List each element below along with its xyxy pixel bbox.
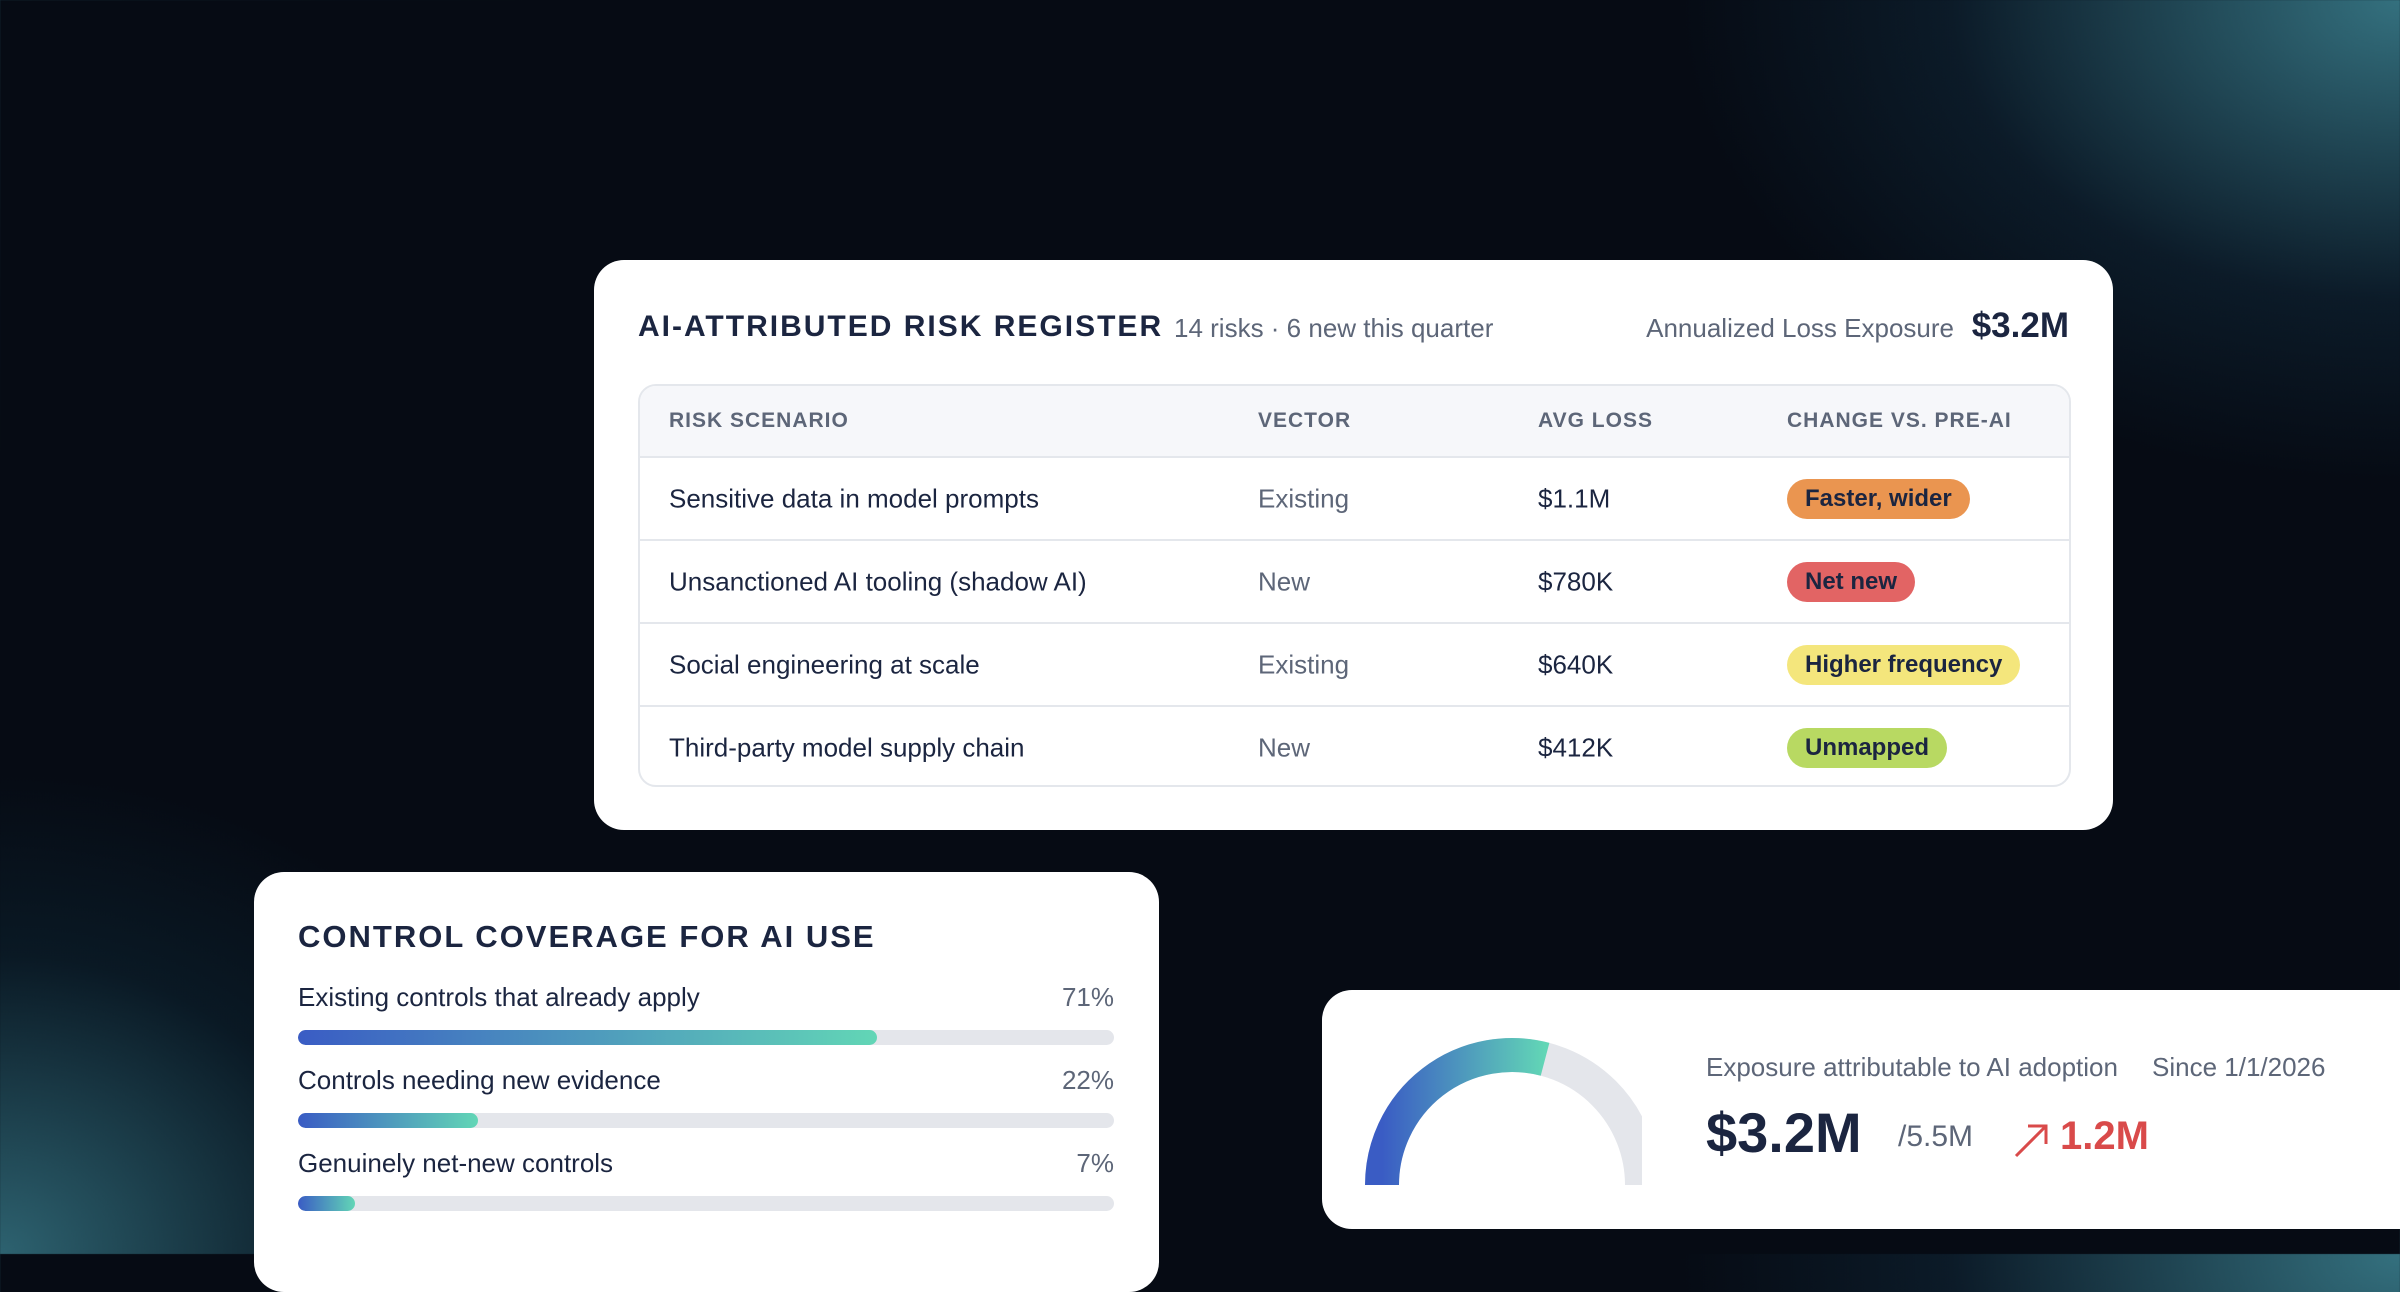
change-badge: Net new [1787, 561, 1916, 602]
vector: Existing [1258, 483, 1350, 513]
bar [298, 1113, 478, 1128]
risk-scenario: Unsanctioned AI tooling (shadow AI) [669, 566, 1087, 596]
gauge [1365, 1038, 1642, 1186]
change-badge: Faster, wider [1787, 478, 1970, 519]
coverage-card: CONTROL COVERAGE FOR AI USE Existing con… [254, 872, 1159, 1292]
vector: New [1258, 732, 1311, 762]
exposure-value: $3.2M [1971, 306, 2069, 345]
gauge-card: Exposure attributable to AI adoption Sin… [1322, 990, 2400, 1229]
exposure-label: Annualized Loss Exposure [1646, 313, 1954, 343]
register-subtitle: 14 risks · 6 new this quarter [1174, 313, 1494, 343]
avg-loss: $780K [1538, 566, 1614, 596]
vector: Existing [1258, 649, 1350, 679]
coverage-title: CONTROL COVERAGE FOR AI USE [298, 919, 876, 954]
bar [298, 1196, 356, 1211]
coverage-label: Controls needing new evidence [298, 1065, 661, 1095]
avg-loss: $412K [1538, 732, 1614, 762]
register-title: AI-ATTRIBUTED RISK REGISTER [638, 310, 1164, 343]
column-header: CHANGE VS. PRE-AI [1787, 409, 2012, 432]
risk-register-card: AI-ATTRIBUTED RISK REGISTER 14 risks · 6… [594, 260, 2113, 830]
bar [298, 1030, 878, 1045]
gauge-max: /5.5M [1898, 1120, 1974, 1153]
table-row: Third-party model supply chain New $412K Un… [640, 707, 2069, 785]
gauge-value: $3.2M [1706, 1101, 1862, 1164]
up-arrow-icon [2014, 1124, 2048, 1158]
risk-table: RISK SCENARIO VECTOR AVG LOSS CHANGE VS. PR… [638, 384, 2071, 787]
coverage-percent: 7% [1076, 1148, 1114, 1178]
coverage-label: Existing controls that already apply [298, 982, 700, 1012]
change-badge: Unmapped [1787, 727, 1948, 768]
gauge-label: Exposure attributable to AI adoption [1706, 1052, 2118, 1082]
column-header: RISK SCENARIO [669, 409, 849, 432]
gauge-since: Since 1/1/2026 [2152, 1052, 2326, 1082]
column-header: AVG LOSS [1538, 409, 1653, 432]
table-header: RISK SCENARIO VECTOR AVG LOSS CHANGE VS. PR… [640, 386, 2069, 458]
gauge-fill [1365, 1038, 1550, 1186]
change-badge: Higher frequency [1787, 644, 2021, 685]
vector: New [1258, 566, 1311, 596]
coverage-percent: 22% [1061, 1065, 1114, 1095]
bar-track [298, 1113, 1114, 1128]
bar-track [298, 1196, 1114, 1211]
avg-loss: $640K [1538, 649, 1614, 679]
risk-scenario: Sensitive data in model prompts [669, 483, 1039, 513]
risk-scenario: Social engineering at scale [669, 649, 980, 679]
column-header: VECTOR [1258, 409, 1352, 432]
coverage-label: Genuinely net-new controls [298, 1148, 614, 1178]
risk-scenario: Third-party model supply chain [669, 732, 1025, 762]
table-row: Social engineering at scale Existing $640K… [640, 624, 2069, 707]
coverage-percent: 71% [1061, 982, 1114, 1012]
table-row: Unsanctioned AI tooling (shadow AI) New $7… [640, 541, 2069, 624]
table-row: Sensitive data in model prompts Existing $… [640, 458, 2069, 541]
gauge-change: 1.2M [2060, 1114, 2149, 1158]
bar-track [298, 1030, 1114, 1045]
avg-loss: $1.1M [1538, 483, 1611, 513]
